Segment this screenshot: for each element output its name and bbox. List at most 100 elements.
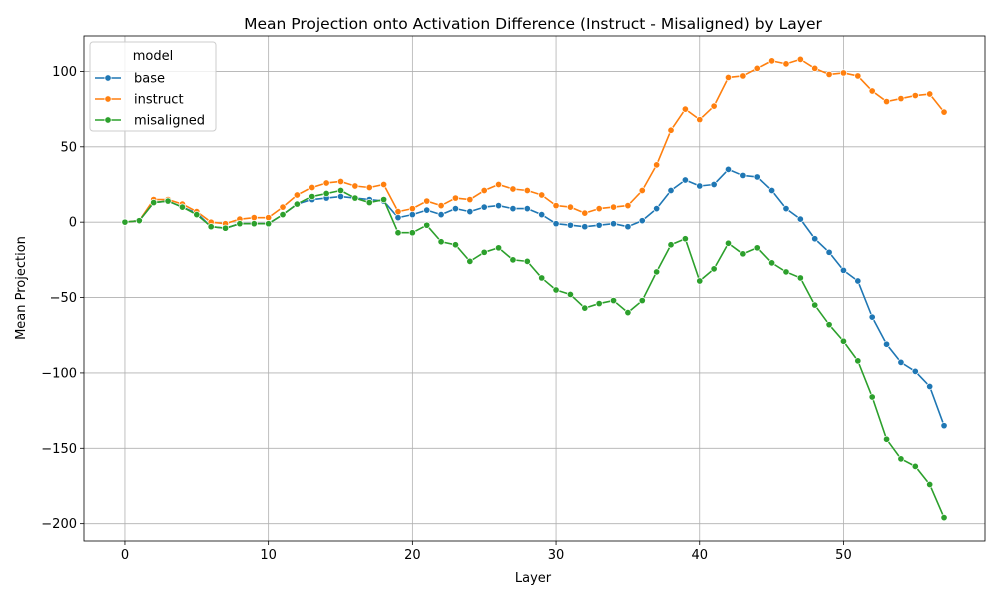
misaligned-point [768, 259, 776, 267]
instruct-point [437, 202, 445, 210]
misaligned-point [724, 239, 733, 247]
instruct-point [408, 205, 416, 213]
legend-label: misaligned [134, 114, 205, 129]
base-point [408, 211, 416, 219]
instruct-point [940, 108, 948, 116]
misaligned-point [437, 238, 445, 246]
base-point [667, 186, 675, 195]
base-point [480, 203, 488, 211]
series-group [121, 55, 948, 522]
instruct-point [279, 203, 287, 211]
misaligned-point [739, 250, 747, 258]
base-point [710, 180, 718, 189]
legend-item-misaligned: misaligned [95, 114, 205, 129]
instruct-point [509, 185, 517, 193]
base-point [796, 215, 804, 223]
instruct-point [768, 57, 776, 65]
chart-title: Mean Projection onto Activation Differen… [244, 15, 822, 33]
misaligned-point [164, 197, 172, 205]
instruct-point [451, 194, 460, 202]
base-point [581, 223, 589, 231]
base-point [883, 340, 891, 348]
y-tick-label: −200 [41, 517, 77, 532]
plot-frame [83, 35, 986, 542]
legend-marker [104, 116, 112, 124]
misaligned-point [221, 224, 230, 232]
axis-ticks: 0 10 20 30 40 50 100 50 0 −50 −100 −150 −200 [41, 65, 851, 563]
instruct-point [423, 197, 431, 205]
instruct-point [897, 95, 905, 103]
instruct-point [926, 90, 934, 98]
y-tick-label: 50 [60, 140, 77, 155]
x-axis-label: Layer [515, 571, 552, 586]
instruct-point [351, 182, 359, 190]
instruct-point [653, 161, 661, 169]
instruct-point [696, 116, 704, 124]
base-point [911, 367, 919, 375]
base-point [509, 205, 517, 213]
instruct-point [336, 177, 345, 186]
misaligned-point [667, 241, 675, 249]
instruct-point [753, 64, 761, 72]
instruct-point [394, 208, 402, 216]
instruct-point [911, 91, 919, 100]
base-point [868, 313, 876, 321]
series-instruct [121, 55, 948, 228]
misaligned-point [423, 221, 431, 229]
instruct-point [552, 202, 560, 210]
misaligned-point [753, 244, 761, 252]
misaligned-point [351, 194, 359, 202]
base-point [538, 211, 546, 219]
misaligned-point [293, 200, 301, 208]
instruct-point [365, 183, 373, 192]
x-tick-label: 20 [404, 548, 421, 563]
misaligned-point [796, 274, 804, 282]
y-tick-label: −100 [41, 366, 77, 381]
misaligned-point [451, 241, 460, 249]
x-tick-label: 30 [548, 548, 565, 563]
misaligned-point [121, 218, 129, 226]
misaligned-point [581, 304, 589, 312]
instruct-point [538, 191, 546, 199]
misaligned-point [250, 220, 258, 228]
misaligned-point [552, 286, 560, 294]
misaligned-point [178, 203, 186, 211]
instruct-point [667, 126, 675, 134]
misaligned-point [135, 217, 143, 225]
instruct-point [710, 102, 718, 110]
instruct-point [250, 214, 258, 222]
base-point [566, 221, 574, 229]
misaligned-point [193, 211, 201, 219]
base-point [926, 382, 934, 391]
misaligned-point [495, 244, 503, 252]
instruct-point [380, 180, 388, 189]
misaligned-point [236, 220, 244, 228]
base-point [624, 223, 632, 231]
misaligned-point [394, 229, 402, 237]
base-point [739, 171, 747, 179]
misaligned-point [897, 455, 905, 463]
misaligned-point [480, 248, 488, 256]
instruct-point [293, 191, 301, 199]
instruct-point [609, 203, 618, 211]
base-point [609, 220, 618, 228]
misaligned-point [868, 393, 876, 401]
base-point [897, 358, 905, 366]
misaligned-point [322, 189, 330, 198]
y-tick-label: −150 [41, 442, 77, 457]
instruct-point [595, 205, 603, 213]
misaligned-point [911, 462, 919, 470]
misaligned-point [279, 211, 287, 219]
misaligned-point [523, 257, 531, 265]
instruct-point [724, 73, 733, 82]
base-point [638, 217, 646, 225]
instruct-point [495, 180, 503, 189]
instruct-point [523, 186, 531, 195]
base-point [394, 214, 402, 222]
misaligned-point [308, 192, 316, 201]
base-point [437, 211, 445, 219]
misaligned-point [638, 297, 646, 305]
instruct-point [681, 105, 689, 113]
misaligned-point [466, 257, 474, 265]
instruct-point [480, 186, 488, 195]
